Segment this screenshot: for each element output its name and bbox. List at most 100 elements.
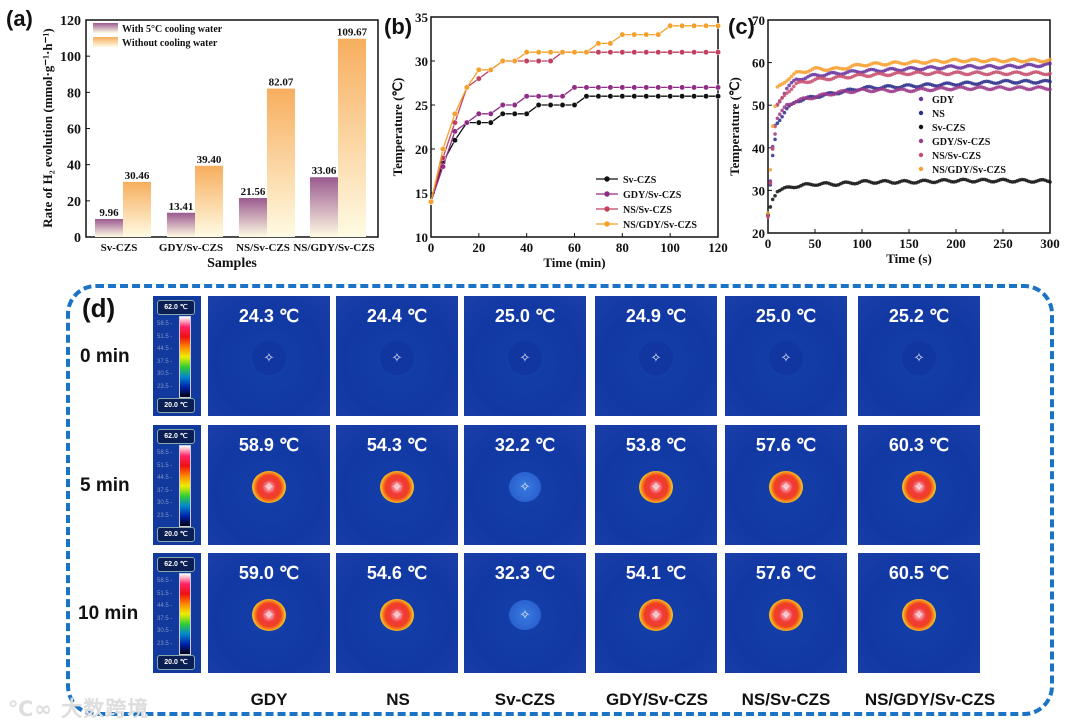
column-label: Sv-CZS	[494, 690, 556, 709]
data-point	[619, 31, 626, 38]
data-point	[523, 58, 530, 64]
colorbar-tick: 37.5 -	[157, 358, 173, 365]
crosshair-icon: ✧	[913, 479, 925, 494]
data-point	[715, 93, 721, 100]
crosshair-icon: ✧	[650, 479, 662, 494]
panel-label-d: (d)	[82, 293, 116, 323]
crosshair-icon: ✧	[519, 350, 531, 365]
sample-disc	[252, 341, 286, 375]
data-point	[789, 80, 794, 85]
data-point	[475, 119, 482, 126]
data-point	[499, 58, 506, 64]
legend-label: With 5°C cooling water	[122, 24, 223, 35]
x-tick-label: 40	[520, 240, 533, 255]
column-label: GDY	[250, 690, 288, 709]
thermal-image: 54.6 ℃ ✧	[336, 553, 458, 673]
data-point	[583, 84, 590, 91]
data-point	[511, 58, 518, 64]
y-tick-label: 50	[752, 98, 765, 113]
bar-value-label: 9.96	[99, 207, 119, 219]
x-tick-label: 100	[660, 240, 680, 255]
temperature-readout: 25.0 ℃	[755, 306, 817, 326]
temperature-readout: 53.8 ℃	[625, 435, 687, 455]
data-point	[487, 110, 494, 117]
panel-label-c: (c)	[728, 14, 755, 39]
legend-marker	[604, 176, 610, 182]
x-tick-label: 20	[472, 240, 485, 255]
data-point	[631, 31, 638, 38]
crosshair-icon: ✧	[391, 350, 403, 365]
data-point	[523, 93, 530, 100]
colorbar-gradient	[179, 316, 191, 398]
data-point	[768, 181, 773, 185]
series-line	[430, 95, 718, 202]
data-point	[1048, 180, 1052, 184]
bar-without-cooling	[195, 165, 223, 237]
bar-value-label: 82.07	[269, 77, 294, 89]
thermal-image: 59.0 ℃ ✧	[208, 553, 330, 673]
x-tick-label: 50	[809, 236, 822, 251]
data-point	[770, 197, 775, 202]
thermal-image: 53.8 ℃ ✧	[595, 425, 717, 545]
data-point	[523, 49, 530, 56]
data-point	[547, 58, 554, 64]
legend-marker	[918, 96, 924, 102]
bar-value-label: 13.41	[169, 201, 194, 213]
data-point	[1048, 87, 1052, 92]
bar-value-label: 30.46	[125, 170, 150, 182]
colorbar-tick: 51.5 -	[157, 590, 173, 597]
temperature-readout: 60.3 ℃	[888, 435, 950, 455]
x-axis-label: Time (s)	[886, 251, 932, 266]
x-tick-label: Sv-CZS	[101, 242, 138, 254]
bar-value-label: 39.40	[197, 154, 222, 166]
data-point	[780, 95, 784, 100]
data-point	[595, 84, 602, 91]
x-tick-label: 250	[993, 236, 1013, 251]
data-point	[792, 72, 796, 76]
sample-disc	[769, 341, 803, 375]
data-point	[773, 132, 777, 136]
data-point	[777, 98, 782, 103]
colorbar-tick: 44.5 -	[157, 346, 173, 352]
sample-disc	[902, 341, 936, 375]
data-point	[511, 110, 518, 117]
data-point	[559, 102, 566, 108]
data-point	[475, 66, 482, 73]
crosshair-icon: ✧	[391, 607, 403, 622]
temperature-readout: 54.1 ℃	[625, 563, 687, 583]
data-point	[787, 77, 791, 81]
bar-with-cooling	[310, 177, 338, 237]
data-point	[679, 93, 686, 100]
data-point	[619, 49, 626, 56]
data-point	[667, 22, 674, 29]
legend-label: NS	[932, 109, 945, 120]
data-point	[583, 49, 590, 56]
data-point	[607, 49, 614, 56]
hot-spot	[769, 471, 803, 503]
data-point	[499, 110, 506, 117]
legend-marker	[918, 110, 924, 116]
y-tick-label: 25	[415, 98, 429, 113]
thermal-image: 60.5 ℃ ✧	[858, 553, 980, 673]
temperature-readout: 24.3 ℃	[238, 306, 300, 326]
y-axis-label: Rate of H₂ evolution (mmol·g⁻¹·h⁻¹)	[40, 28, 55, 227]
temperature-readout: 24.9 ℃	[625, 306, 687, 326]
data-point	[535, 102, 542, 108]
crosshair-icon: ✧	[913, 607, 925, 622]
data-point	[428, 198, 434, 205]
bar-with-cooling	[167, 212, 195, 237]
bar-chart-h2-evolution: 0 20 40 60 80 100 120 Sv-CZS 9.96 30.46 GDY/Sv-CZS…	[40, 14, 379, 271]
data-point	[643, 49, 650, 56]
data-point	[1048, 79, 1052, 84]
data-point	[583, 93, 590, 100]
hot-spot	[639, 599, 673, 631]
data-point	[631, 49, 638, 56]
warm-spot	[509, 472, 541, 502]
data-point	[511, 102, 518, 108]
data-point	[766, 215, 770, 219]
x-tick-label: NS/GDY/Sv-CZS	[293, 242, 374, 254]
crosshair-icon: ✧	[263, 350, 275, 365]
data-point	[655, 93, 662, 100]
bar-value-label: 109.67	[337, 27, 368, 39]
data-point	[463, 119, 470, 126]
